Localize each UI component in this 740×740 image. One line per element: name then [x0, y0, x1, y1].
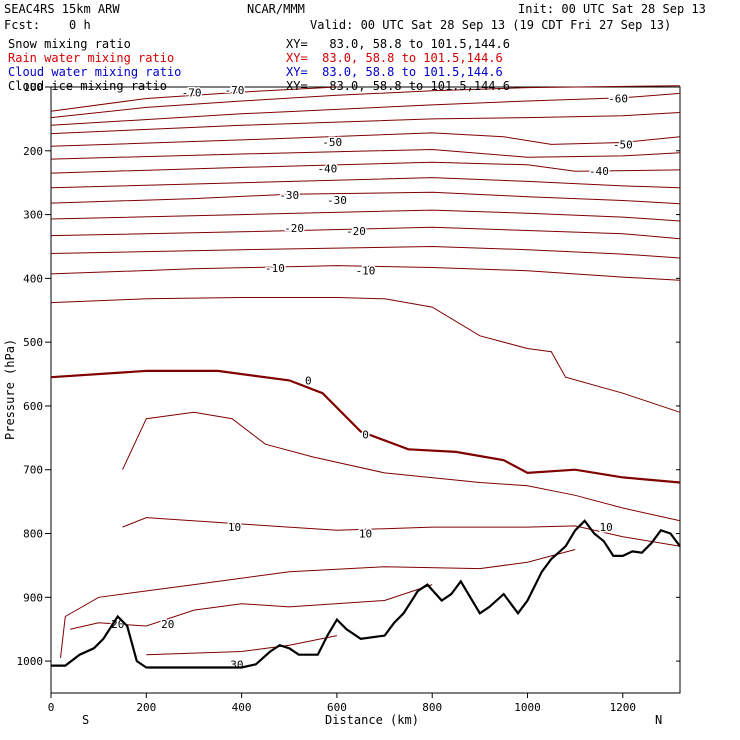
isotherm-label: -50 — [613, 138, 633, 151]
y-tick-label: 600 — [23, 400, 43, 413]
isotherm-minus45 — [50, 148, 681, 160]
isotherm-label: -40 — [589, 165, 609, 178]
north-end-label: N — [655, 713, 662, 727]
isotherm-minus20 — [50, 226, 681, 240]
isotherm-minus40 — [50, 161, 681, 174]
isotherm-label: -10 — [265, 262, 285, 275]
isotherm-label: 0 — [362, 429, 369, 442]
isotherm-contours — [50, 85, 681, 658]
org-title: NCAR/MMM — [247, 2, 305, 16]
x-axis-label: Distance (km) — [325, 713, 419, 727]
isotherm-label: -40 — [317, 163, 337, 176]
isotherm-20 — [69, 584, 433, 630]
legend-rain-xy: XY= 83.0, 58.8 to 101.5,144.6 — [286, 51, 503, 65]
x-tick-label: 600 — [327, 701, 347, 714]
y-tick-label: 1000 — [17, 655, 44, 668]
init-time: Init: 00 UTC Sat 28 Sep 13 — [518, 2, 706, 16]
terrain-line — [51, 519, 681, 669]
isotherm-label: -30 — [279, 189, 299, 202]
isotherm-minus35 — [50, 177, 681, 189]
isotherm-label: 20 — [161, 618, 174, 631]
isotherm-minus50 — [50, 132, 681, 147]
isotherm-label: 10 — [228, 521, 241, 534]
plot-frame — [50, 86, 681, 694]
isotherm-minus25 — [50, 209, 681, 222]
isotherm-5 — [122, 411, 681, 522]
y-tick-label: 900 — [23, 591, 43, 604]
legend-rain-label: Rain water mixing ratio — [8, 51, 175, 65]
isotherm-labels: -70 -70 -60 -50 -50 -40 -40 -30 -30 -20 -20 -10 -10 0… — [110, 83, 635, 673]
isotherm-label: -70 — [225, 84, 245, 97]
y-axis-label: Pressure (hPa) — [3, 339, 17, 440]
model-title: SEAC4RS 15km ARW — [4, 2, 120, 16]
isotherm-label: 10 — [359, 528, 372, 541]
isotherm-label: -20 — [284, 222, 304, 235]
x-tick-label: 1000 — [514, 701, 541, 714]
y-tick-label: 500 — [23, 336, 43, 349]
isotherm-minus30 — [50, 191, 681, 205]
legend-cloudice-label: Cloud ice mixing ratio — [8, 79, 167, 93]
forecast-hour: Fcst: 0 h — [4, 18, 91, 32]
isotherm-label: 30 — [230, 658, 243, 671]
isotherm-minus15 — [50, 245, 681, 259]
x-tick-label: 400 — [232, 701, 252, 714]
y-tick-label: 800 — [23, 528, 43, 541]
valid-time: Valid: 00 UTC Sat 28 Sep 13 (19 CDT Fri … — [310, 18, 672, 32]
legend-snow-xy: XY= 83.0, 58.8 to 101.5,144.6 — [286, 37, 510, 51]
isotherm-minus10 — [50, 265, 681, 281]
legend-cloudice-xy: XY= 83.0, 58.8 to 101.5,144.6 — [286, 79, 510, 93]
y-tick-label: 200 — [23, 145, 43, 158]
x-tick-label: 0 — [48, 701, 55, 714]
isotherm-label: -70 — [182, 87, 202, 100]
isotherm-minus55 — [50, 112, 681, 135]
isotherm-label: -60 — [608, 92, 628, 105]
isotherm-15 — [60, 549, 576, 658]
legend-cloudwater-xy: XY= 83.0, 58.8 to 101.5,144.6 — [286, 65, 503, 79]
isotherm-minus70 — [50, 86, 337, 112]
isotherm-label: -50 — [322, 136, 342, 149]
isotherm-0 — [50, 369, 681, 484]
isotherm-label: 10 — [600, 521, 613, 534]
isotherm-25 — [146, 635, 337, 656]
isotherm-label: -10 — [356, 265, 376, 278]
isotherm-label: -20 — [346, 225, 366, 238]
x-tick-label: 200 — [136, 701, 156, 714]
legend-cloudwater-label: Cloud water mixing ratio — [8, 65, 182, 79]
x-tick-label: 1200 — [610, 701, 637, 714]
legend-snow-label: Snow mixing ratio — [8, 37, 131, 51]
isotherm-10 — [122, 517, 681, 547]
isotherm-label: -30 — [327, 194, 347, 207]
y-tick-label: 400 — [23, 272, 43, 285]
isotherm-minus65 — [50, 85, 681, 119]
y-tick-label: 700 — [23, 464, 43, 477]
isotherm-minus5 — [50, 297, 681, 413]
y-tick-label: 100 — [23, 81, 43, 94]
south-end-label: S — [82, 713, 89, 727]
terrain-profile — [51, 519, 681, 669]
x-tick-label: 800 — [422, 701, 442, 714]
isotherm-label: 0 — [305, 374, 312, 387]
x-axis: 0 200 400 600 800 1000 1200 — [48, 693, 636, 714]
y-tick-label: 300 — [23, 209, 43, 222]
isotherm-minus60 — [50, 92, 681, 126]
